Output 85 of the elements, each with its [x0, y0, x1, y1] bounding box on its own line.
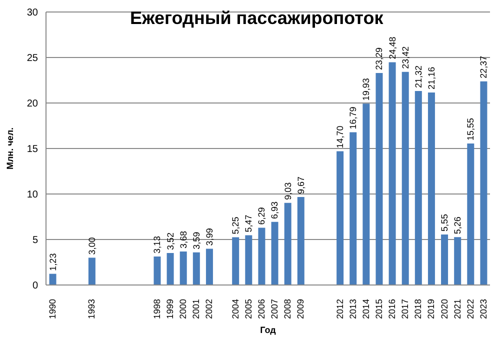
bar — [454, 237, 462, 285]
bar — [258, 228, 266, 285]
data-label: 9,67 — [296, 176, 306, 194]
data-label: 3,13 — [152, 236, 162, 254]
x-tick-label: 2009 — [296, 299, 306, 320]
bar — [88, 258, 96, 285]
data-label: 3,52 — [165, 232, 176, 250]
data-label: 6,93 — [270, 201, 280, 219]
data-label: 3,68 — [178, 230, 188, 249]
y-tick-label: 0 — [32, 280, 38, 292]
x-tick-label: 2019 — [426, 299, 436, 320]
data-label: 23,29 — [374, 48, 384, 70]
x-tick-label: 2005 — [243, 299, 254, 320]
bar — [428, 92, 435, 285]
x-tick-label: 2013 — [348, 299, 358, 320]
data-label: 5,25 — [230, 216, 241, 234]
x-tick-label: 2017 — [400, 299, 410, 320]
bar — [362, 104, 370, 285]
x-tick-label: 2012 — [334, 299, 345, 320]
chart-title: Ежегодный пассажиропоток — [130, 8, 384, 29]
x-tick-label: 2016 — [387, 299, 398, 320]
data-label: 9,03 — [282, 182, 293, 200]
bar — [284, 202, 292, 285]
bar — [297, 197, 304, 285]
bar — [245, 235, 252, 285]
data-label: 16,79 — [348, 106, 358, 130]
bar — [154, 256, 161, 285]
data-label: 15,55 — [466, 118, 476, 140]
x-tick-label: 1998 — [152, 299, 162, 320]
bar — [480, 81, 488, 285]
bar — [336, 151, 344, 285]
x-tick-label: 2002 — [204, 299, 214, 320]
y-tick-label: 10 — [26, 190, 38, 201]
bar — [166, 252, 174, 285]
x-tick-label: 2004 — [230, 299, 240, 320]
data-label: 5,55 — [440, 214, 450, 232]
data-label: 5,47 — [244, 214, 254, 232]
y-tick-label: 25 — [26, 53, 38, 64]
data-label: 19,93 — [361, 78, 372, 101]
bar — [414, 90, 422, 285]
data-label: 3,59 — [191, 232, 202, 250]
bar — [192, 252, 200, 285]
bar — [467, 143, 474, 285]
data-label: 6,29 — [256, 207, 267, 225]
data-label: 21,16 — [426, 66, 436, 90]
y-axis-title: Млн. чел. — [5, 127, 16, 170]
bar — [206, 248, 213, 285]
bar — [388, 62, 396, 285]
data-label: 3,99 — [204, 228, 214, 246]
x-tick-label: 2021 — [452, 299, 462, 320]
bar — [180, 252, 187, 285]
x-tick-label: 2018 — [413, 299, 424, 320]
bar — [350, 132, 357, 285]
x-tick-label: 2006 — [256, 299, 266, 320]
x-tick-label: 2023 — [478, 299, 488, 320]
data-label: 1,23 — [48, 253, 58, 271]
y-tick-label: 5 — [32, 235, 38, 246]
bar — [232, 237, 240, 285]
data-label: 21,32 — [413, 65, 424, 88]
data-label: 3,00 — [86, 237, 97, 255]
data-label: 23,42 — [400, 46, 410, 69]
y-tick-label: 15 — [26, 144, 38, 156]
bar — [402, 72, 409, 285]
bar — [376, 73, 383, 285]
bar — [441, 234, 448, 285]
x-tick-label: 1999 — [165, 299, 176, 320]
bar — [49, 274, 56, 285]
x-tick-label: 2020 — [439, 299, 450, 320]
x-tick-label: 1990 — [48, 299, 58, 320]
data-label: 22,37 — [478, 56, 489, 78]
x-tick-label: 2000 — [178, 299, 188, 320]
bar — [271, 222, 278, 285]
x-tick-label: 1993 — [86, 299, 97, 320]
data-label: 5,26 — [452, 216, 463, 234]
y-tick-label: 30 — [26, 8, 38, 19]
x-tick-label: 2001 — [191, 299, 202, 320]
data-label: 14,70 — [335, 126, 346, 148]
x-tick-label: 2008 — [282, 299, 293, 320]
x-tick-label: 2014 — [360, 299, 371, 320]
data-label: 24,48 — [387, 36, 398, 60]
y-tick-label: 20 — [26, 98, 38, 110]
x-tick-label: 2022 — [465, 299, 476, 320]
x-tick-label: 2007 — [270, 299, 280, 320]
x-axis-title: Год — [260, 325, 276, 335]
x-tick-label: 2015 — [374, 299, 384, 320]
